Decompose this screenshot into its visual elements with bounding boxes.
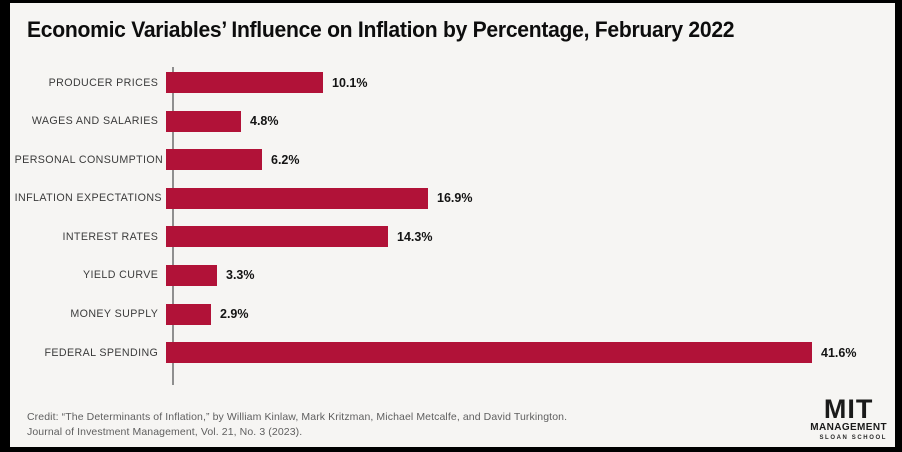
mit-logo-management-text: MANAGEMENT	[810, 422, 887, 433]
bar	[166, 110, 241, 132]
bar-area: 10.1%	[166, 72, 895, 93]
bar-area: 16.9%	[166, 187, 895, 209]
chart-row: MONEY SUPPLY 2.9%	[10, 303, 895, 325]
value-label: 16.9%	[437, 191, 473, 206]
bar	[166, 72, 323, 93]
mit-logo-sloan-school-text: SLOAN SCHOOL	[819, 435, 887, 441]
chart-row: FEDERAL SPENDING 41.6%	[10, 342, 895, 364]
bar	[166, 149, 262, 171]
credit-line-2: Journal of Investment Management, Vol. 2…	[27, 426, 303, 438]
credit-text: Credit: “The Determinants of Inflation,”…	[27, 410, 567, 440]
bar	[166, 264, 217, 286]
bar	[166, 187, 428, 209]
category-label: INFLATION EXPECTATIONS	[14, 192, 162, 205]
value-label: 2.9%	[220, 307, 249, 322]
value-label: 3.3%	[226, 268, 255, 283]
category-label: INTEREST RATES	[62, 230, 159, 243]
slide-background: Economic Variables’ Influence on Inflati…	[10, 3, 895, 447]
chart-row: WAGES AND SALARIES 4.8%	[10, 110, 895, 132]
bar-area: 4.8%	[166, 110, 895, 132]
y-axis-line	[172, 67, 174, 385]
bar-area: 2.9%	[166, 303, 895, 325]
bar	[166, 226, 388, 248]
value-label: 4.8%	[250, 114, 279, 129]
category-label: PERSONAL CONSUMPTION	[14, 153, 164, 166]
value-label: 10.1%	[332, 75, 368, 90]
bar	[166, 342, 812, 364]
bar-area: 14.3%	[166, 226, 895, 248]
category-label: PRODUCER PRICES	[48, 76, 159, 89]
value-label: 41.6%	[821, 345, 857, 360]
mit-logo-text: MIT	[823, 394, 874, 425]
bar	[166, 303, 211, 325]
mit-sloan-logo: MIT MANAGEMENT SLOAN SCHOOL	[810, 394, 887, 441]
bar-area: 41.6%	[166, 342, 895, 364]
category-label: YIELD CURVE	[83, 269, 159, 282]
category-label: MONEY SUPPLY	[70, 308, 159, 321]
chart-row: PERSONAL CONSUMPTION 6.2%	[10, 149, 895, 171]
category-label: WAGES AND SALARIES	[31, 115, 159, 128]
bar-chart: PRODUCER PRICES 10.1% WAGES AND SALARIES 4.…	[10, 67, 895, 385]
chart-row: INFLATION EXPECTATIONS 16.9%	[10, 187, 895, 209]
chart-title: Economic Variables’ Influence on Inflati…	[27, 17, 735, 42]
chart-row: INTEREST RATES 14.3%	[10, 226, 895, 248]
credit-line-1: Credit: “The Determinants of Inflation,”…	[27, 411, 568, 423]
value-label: 6.2%	[271, 152, 300, 167]
chart-row: PRODUCER PRICES 10.1%	[10, 72, 895, 93]
bar-area: 3.3%	[166, 264, 895, 286]
bar-area: 6.2%	[166, 149, 895, 171]
value-label: 14.3%	[397, 229, 433, 244]
chart-row: YIELD CURVE 3.3%	[10, 264, 895, 286]
category-label: FEDERAL SPENDING	[44, 346, 159, 359]
